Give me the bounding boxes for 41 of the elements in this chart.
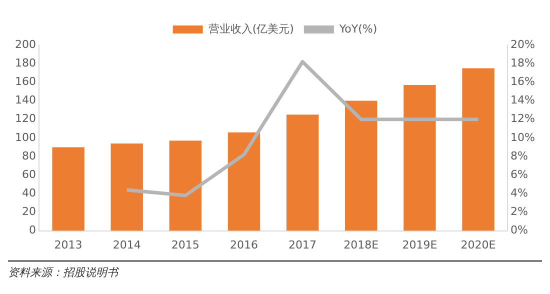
x-tick-label: 2015 bbox=[171, 238, 200, 252]
legend-label: YoY(%) bbox=[338, 22, 378, 36]
y2-tick-label: 6% bbox=[510, 168, 528, 181]
y-tick-label: 180 bbox=[14, 56, 36, 70]
text: 资料来源：招股说明书 bbox=[8, 260, 542, 280]
bar bbox=[228, 132, 260, 231]
y2-tick-label: 8% bbox=[510, 149, 528, 162]
y2-tick-label: 20% bbox=[510, 38, 536, 51]
y2-tick-label: 0% bbox=[510, 224, 528, 237]
y2-tick-label: 12% bbox=[510, 112, 536, 126]
bar bbox=[110, 143, 143, 231]
x-tick-label: 2018E bbox=[344, 238, 379, 252]
y-tick-label: 120 bbox=[14, 112, 36, 126]
y-tick-label: 20 bbox=[22, 205, 36, 218]
x-tick-label: 2020E bbox=[460, 238, 496, 252]
x-tick-label: 2016 bbox=[230, 238, 258, 252]
x-tick-label: 2019E bbox=[402, 238, 438, 252]
y-tick-label: 100 bbox=[14, 130, 36, 144]
y-tick-label: 40 bbox=[22, 186, 36, 200]
bar bbox=[462, 68, 494, 231]
x-tick-label: 2013 bbox=[54, 238, 82, 252]
bar bbox=[52, 147, 84, 231]
bar bbox=[345, 100, 378, 231]
y2-tick-label: 2% bbox=[510, 205, 528, 218]
y-tick-label: 200 bbox=[14, 38, 36, 51]
y-tick-label: 140 bbox=[14, 94, 36, 107]
y2-tick-label: 16% bbox=[510, 75, 536, 88]
bar bbox=[169, 140, 202, 231]
y-tick-label: 160 bbox=[14, 75, 36, 88]
bar bbox=[404, 84, 436, 231]
y2-tick-label: 14% bbox=[510, 94, 536, 107]
y-tick-label: 80 bbox=[22, 149, 36, 162]
x-tick-label: 2017 bbox=[288, 238, 317, 252]
y-tick-label: 60 bbox=[22, 168, 36, 181]
y2-tick-label: 18% bbox=[510, 56, 536, 70]
x-tick-label: 2014 bbox=[112, 238, 141, 252]
y-tick-label: 0 bbox=[28, 224, 36, 237]
legend-label: 营业收入(亿美元) bbox=[208, 22, 294, 36]
y2-tick-label: 10% bbox=[510, 130, 536, 144]
y2-tick-label: 4% bbox=[510, 186, 528, 200]
bar bbox=[286, 114, 319, 231]
